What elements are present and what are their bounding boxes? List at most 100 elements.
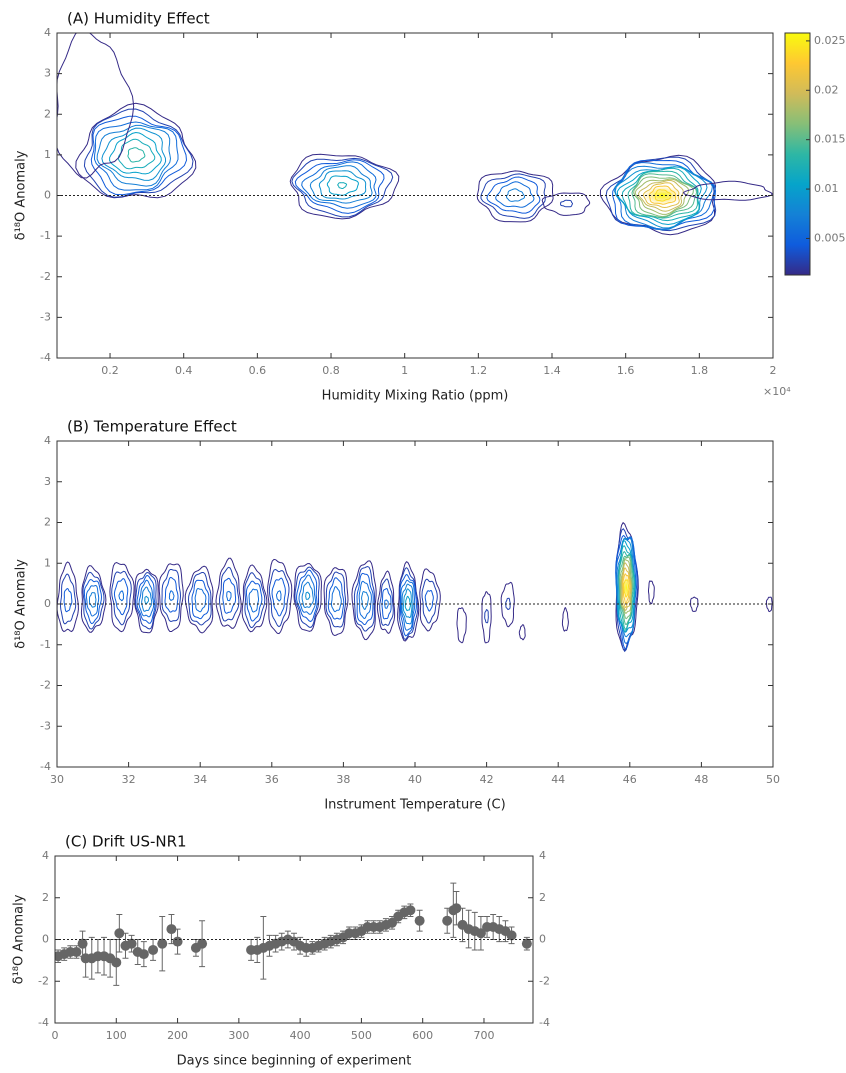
chart-title: (A) Humidity Effect xyxy=(67,10,210,28)
data-point xyxy=(172,936,183,947)
y-tick-label: 1 xyxy=(44,556,51,569)
contour-line xyxy=(326,175,359,196)
data-point xyxy=(506,930,517,941)
contour-line xyxy=(616,537,636,638)
contour-line xyxy=(560,199,574,208)
contour-line xyxy=(379,578,394,626)
data-point xyxy=(71,947,82,958)
y-tick-label: 3 xyxy=(44,475,51,488)
contour-line xyxy=(144,595,149,604)
contour-line xyxy=(399,573,418,637)
contour-line xyxy=(138,579,155,618)
x-tick-label: 400 xyxy=(290,1029,311,1042)
contour-line xyxy=(384,599,389,609)
chart-title: (C) Drift US-NR1 xyxy=(65,833,187,851)
contour-line xyxy=(622,567,632,609)
x-tick-label: 32 xyxy=(122,773,136,786)
contour-line xyxy=(215,557,242,629)
x-tick-label: 600 xyxy=(412,1029,433,1042)
x-tick-label: 1.8 xyxy=(691,364,709,377)
contour-line xyxy=(136,574,156,624)
y-axis-label: δ¹⁸O Anomaly xyxy=(14,150,29,240)
x-tick-label: 100 xyxy=(106,1029,127,1042)
contour-line xyxy=(518,624,526,641)
contour-line xyxy=(267,558,293,635)
colorbar-tick-label: 0.025 xyxy=(814,34,846,47)
contour-line xyxy=(222,577,237,614)
plot-area xyxy=(57,521,773,653)
contour-line xyxy=(271,577,286,617)
contour-line xyxy=(90,115,188,196)
y2-tick-label: 0 xyxy=(539,933,546,946)
x-scale-label: ×10⁴ xyxy=(763,385,791,398)
contour-line xyxy=(127,147,146,163)
y-axis-label: δ¹⁸O Anomaly xyxy=(12,894,27,984)
y-tick-label: 3 xyxy=(44,67,51,80)
plot-frame xyxy=(54,855,534,1024)
data-point xyxy=(475,928,486,939)
y-tick-label: 0 xyxy=(42,933,49,946)
contour-line xyxy=(294,159,385,214)
contour-line xyxy=(627,170,699,219)
contour-line xyxy=(351,560,377,641)
y-axis-label: δ¹⁸O Anomaly xyxy=(14,559,29,649)
x-tick-label: 34 xyxy=(193,773,207,786)
plot-frame xyxy=(56,32,774,359)
y-tick-label: 2 xyxy=(42,891,49,904)
chart-title: (B) Temperature Effect xyxy=(67,418,237,436)
y-tick-label: -4 xyxy=(40,760,51,773)
contour-line xyxy=(682,180,773,201)
contour-line xyxy=(356,572,374,626)
contour-line xyxy=(117,138,156,170)
y-tick-label: -4 xyxy=(40,351,51,364)
contour-line xyxy=(481,591,492,644)
x-tick-label: 2 xyxy=(770,364,777,377)
contour-line xyxy=(424,589,434,612)
plot-area xyxy=(57,33,773,236)
contour-line xyxy=(101,127,167,181)
x-tick-label: 0.4 xyxy=(175,364,193,377)
contour-line xyxy=(291,157,394,218)
contour-line xyxy=(289,153,400,220)
contour-line xyxy=(361,590,369,610)
contour-line xyxy=(158,563,184,632)
x-tick-label: 36 xyxy=(265,773,279,786)
contour-line xyxy=(327,577,345,620)
contour-line xyxy=(301,161,377,209)
contour-line xyxy=(184,565,214,634)
contour-line xyxy=(96,124,172,187)
data-point xyxy=(451,903,462,914)
contour-line xyxy=(226,590,232,602)
contour-line xyxy=(268,568,290,628)
x-tick-label: 48 xyxy=(694,773,708,786)
contour-line xyxy=(402,588,413,619)
y-tick-label: 2 xyxy=(44,107,51,120)
contour-line xyxy=(358,580,372,620)
contour-line xyxy=(82,571,105,630)
y-tick-label: 4 xyxy=(42,849,49,862)
y-tick-label: 1 xyxy=(44,148,51,161)
y-tick-label: 0 xyxy=(44,597,51,610)
contour-line xyxy=(634,178,690,215)
x-axis-label: Humidity Mixing Ratio (ppm) xyxy=(322,389,509,404)
colorbar-tick-label: 0.015 xyxy=(814,133,846,146)
x-tick-label: 500 xyxy=(351,1029,372,1042)
x-axis-label: Instrument Temperature (C) xyxy=(324,798,505,813)
contour-line xyxy=(244,572,266,629)
contour-line xyxy=(83,578,103,625)
contour-peak xyxy=(622,572,630,603)
contour-line xyxy=(248,588,259,613)
contour-line xyxy=(612,159,717,230)
contour-line xyxy=(298,574,317,615)
contour-line xyxy=(59,573,77,625)
y-tick-label: -1 xyxy=(40,638,51,651)
contour-line xyxy=(486,176,541,214)
contour-line xyxy=(241,564,268,633)
contour-line xyxy=(599,154,717,236)
contour-line xyxy=(134,568,159,634)
x-tick-label: 44 xyxy=(551,773,565,786)
contour-line xyxy=(80,565,107,633)
contour-line xyxy=(614,166,708,229)
x-tick-label: 1.6 xyxy=(617,364,635,377)
